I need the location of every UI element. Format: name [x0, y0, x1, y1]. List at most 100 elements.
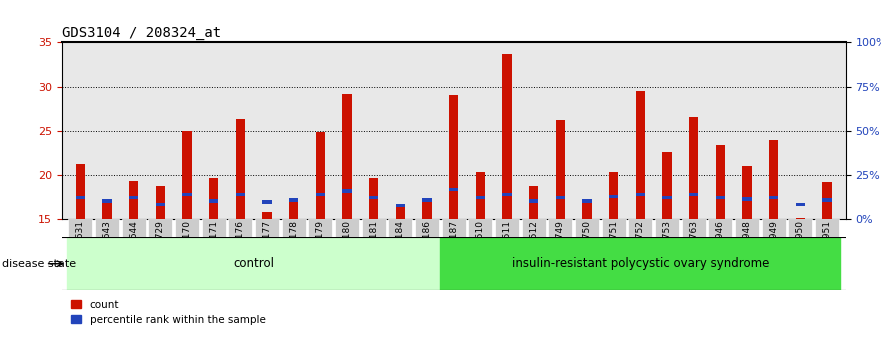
Bar — [769, 140, 779, 219]
Bar — [449, 188, 458, 191]
Bar — [743, 166, 751, 219]
Bar — [369, 195, 378, 199]
Bar — [556, 120, 565, 219]
Bar — [263, 200, 271, 204]
Text: insulin-resistant polycystic ovary syndrome: insulin-resistant polycystic ovary syndr… — [512, 257, 769, 270]
Text: GSM155644: GSM155644 — [130, 220, 138, 275]
Bar — [502, 193, 512, 196]
FancyBboxPatch shape — [655, 219, 679, 237]
Text: GSM156763: GSM156763 — [689, 220, 699, 275]
Text: control: control — [233, 257, 274, 270]
Text: GSM155631: GSM155631 — [76, 220, 85, 275]
Bar — [609, 195, 618, 198]
Bar — [209, 178, 218, 219]
Bar — [67, 237, 440, 290]
Text: GSM156176: GSM156176 — [236, 220, 245, 275]
Text: GSM156177: GSM156177 — [263, 220, 271, 275]
Text: GSM156951: GSM156951 — [823, 220, 832, 275]
Bar — [76, 164, 85, 219]
Bar — [556, 195, 565, 199]
FancyBboxPatch shape — [682, 219, 706, 237]
Bar — [609, 172, 618, 219]
Text: GSM156181: GSM156181 — [369, 220, 378, 275]
FancyBboxPatch shape — [255, 219, 279, 237]
Bar — [129, 195, 138, 199]
Text: disease state: disease state — [2, 259, 76, 269]
Legend: count, percentile rank within the sample: count, percentile rank within the sample — [67, 296, 270, 329]
Bar — [315, 132, 325, 219]
FancyBboxPatch shape — [362, 219, 386, 237]
Bar — [182, 131, 192, 219]
Bar — [236, 119, 245, 219]
Text: GSM155643: GSM155643 — [102, 220, 112, 275]
Bar — [156, 186, 165, 219]
Bar — [529, 199, 538, 202]
Bar — [823, 198, 832, 202]
Text: GDS3104 / 208324_at: GDS3104 / 208324_at — [62, 26, 221, 40]
Bar — [663, 195, 671, 199]
Text: GSM156510: GSM156510 — [476, 220, 485, 275]
Text: GSM156750: GSM156750 — [582, 220, 591, 275]
Bar — [289, 198, 299, 202]
Text: GSM156511: GSM156511 — [502, 220, 512, 275]
FancyBboxPatch shape — [762, 219, 786, 237]
FancyBboxPatch shape — [522, 219, 545, 237]
FancyBboxPatch shape — [628, 219, 653, 237]
Text: GSM156751: GSM156751 — [610, 220, 618, 275]
Text: GSM156949: GSM156949 — [769, 220, 778, 275]
Text: GSM156180: GSM156180 — [343, 220, 352, 275]
Bar — [102, 201, 112, 219]
Bar — [823, 182, 832, 219]
Bar — [529, 186, 538, 219]
Bar — [422, 200, 432, 219]
Bar — [236, 193, 245, 196]
Bar — [156, 202, 165, 206]
Bar — [769, 195, 779, 199]
Bar — [715, 195, 725, 199]
Text: GSM156187: GSM156187 — [449, 220, 458, 275]
FancyBboxPatch shape — [175, 219, 199, 237]
Bar — [129, 181, 138, 219]
Bar — [476, 172, 485, 219]
FancyBboxPatch shape — [415, 219, 439, 237]
FancyBboxPatch shape — [815, 219, 839, 237]
FancyBboxPatch shape — [122, 219, 145, 237]
Text: GSM155729: GSM155729 — [156, 220, 165, 275]
FancyBboxPatch shape — [282, 219, 306, 237]
Bar — [182, 193, 192, 196]
Bar — [689, 117, 699, 219]
Text: GSM156178: GSM156178 — [289, 220, 298, 275]
Bar — [715, 145, 725, 219]
Bar — [796, 218, 805, 219]
Bar — [102, 199, 112, 202]
Bar — [440, 237, 840, 290]
Text: GSM156753: GSM156753 — [663, 220, 671, 275]
FancyBboxPatch shape — [575, 219, 599, 237]
Bar — [743, 197, 751, 201]
Text: GSM156946: GSM156946 — [716, 220, 725, 275]
Text: GSM156179: GSM156179 — [316, 220, 325, 275]
Bar — [663, 152, 671, 219]
Bar — [582, 199, 592, 202]
Bar — [502, 54, 512, 219]
FancyBboxPatch shape — [228, 219, 252, 237]
Text: GSM156171: GSM156171 — [209, 220, 218, 275]
Text: GSM156170: GSM156170 — [182, 220, 191, 275]
FancyBboxPatch shape — [335, 219, 359, 237]
Text: GSM156186: GSM156186 — [423, 220, 432, 275]
Text: GSM156948: GSM156948 — [743, 220, 751, 275]
Bar — [422, 198, 432, 202]
FancyBboxPatch shape — [788, 219, 812, 237]
FancyBboxPatch shape — [69, 219, 93, 237]
Bar — [796, 202, 805, 206]
FancyBboxPatch shape — [148, 219, 173, 237]
Text: GSM156749: GSM156749 — [556, 220, 565, 275]
FancyBboxPatch shape — [708, 219, 732, 237]
Bar — [476, 195, 485, 199]
Text: GSM156184: GSM156184 — [396, 220, 405, 275]
FancyBboxPatch shape — [95, 219, 119, 237]
Bar — [689, 193, 699, 196]
Bar — [343, 189, 352, 193]
FancyBboxPatch shape — [202, 219, 226, 237]
FancyBboxPatch shape — [495, 219, 519, 237]
